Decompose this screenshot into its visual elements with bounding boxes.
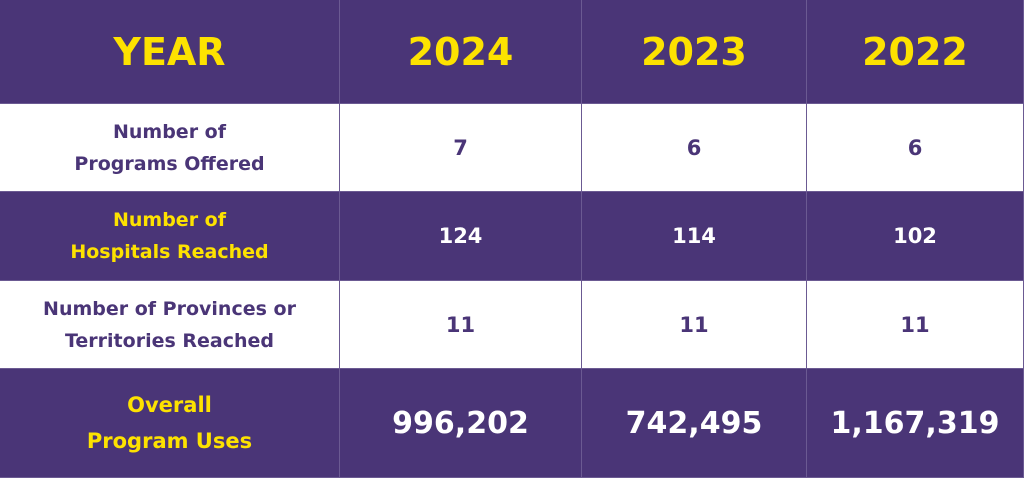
row-label: Number of — [112, 209, 227, 231]
cell-value: 102 — [893, 224, 937, 248]
header-text: YEAR — [113, 29, 226, 74]
row-label: Hospitals Reached — [70, 241, 269, 263]
value-cell: 11 — [582, 281, 807, 369]
header-text: 2024 — [407, 29, 514, 74]
row-label: Programs Offered — [74, 152, 265, 175]
value-cell: 7 — [340, 104, 582, 192]
cell-value: 11 — [900, 312, 930, 337]
cell-value: 124 — [438, 224, 483, 248]
value-cell: 996,202 — [340, 369, 582, 478]
cell-value: 6 — [686, 135, 702, 160]
value-cell: 11 — [807, 281, 1024, 369]
cell-value: 7 — [453, 135, 468, 160]
row-label: Program Uses — [86, 429, 253, 453]
header-text: 2022 — [862, 29, 968, 74]
cell-value: 996,202 — [392, 405, 529, 441]
value-cell: 6 — [582, 104, 807, 192]
value-cell: 102 — [807, 192, 1024, 281]
value-cell: 124 — [340, 192, 582, 281]
cell-value: 11 — [679, 312, 709, 337]
cell-value: 11 — [445, 312, 476, 337]
row-label-cell: Number of Programs Offered — [0, 104, 340, 192]
row-label-cell: Number of Hospitals Reached — [0, 192, 340, 281]
header-cell: YEAR — [0, 0, 340, 104]
value-cell: 114 — [582, 192, 807, 281]
cell-value: 6 — [907, 135, 923, 160]
cell-value: 742,495 — [625, 405, 763, 441]
row-label: Number of — [112, 120, 227, 143]
value-cell: 6 — [807, 104, 1024, 192]
row-label-cell: Overall Program Uses — [0, 369, 340, 478]
value-cell: 11 — [340, 281, 582, 369]
row-label: Overall — [127, 393, 212, 417]
value-cell: 1,167,319 — [807, 369, 1024, 478]
header-cell: 2023 — [582, 0, 807, 104]
header-text: 2023 — [641, 29, 747, 74]
header-cell: 2024 — [340, 0, 582, 104]
row-label-cell: Number of Provinces or Territories Reache… — [0, 281, 340, 369]
header-cell: 2022 — [807, 0, 1024, 104]
cell-value: 114 — [672, 224, 716, 248]
row-label: Territories Reached — [64, 329, 275, 352]
row-label: Number of Provinces or — [43, 297, 296, 320]
value-cell: 742,495 — [582, 369, 807, 478]
cell-value: 1,167,319 — [830, 405, 1000, 441]
